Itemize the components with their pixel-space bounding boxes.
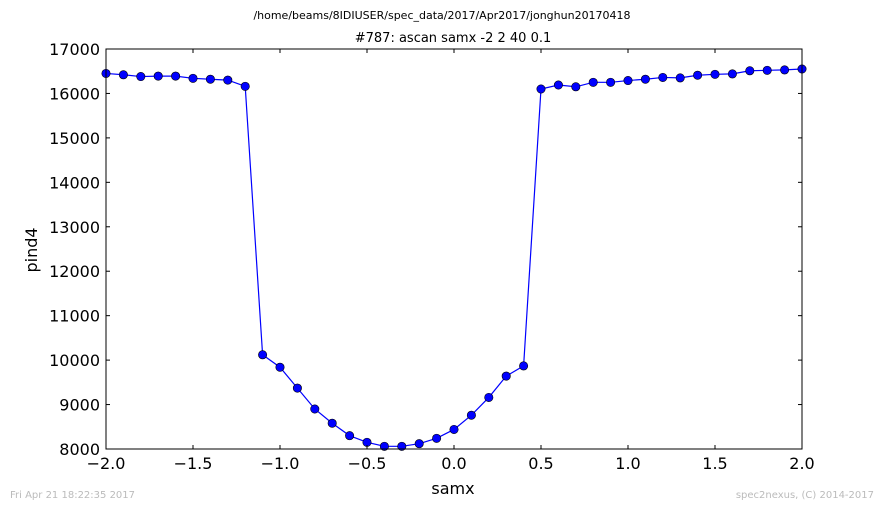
chart-title: #787: ascan samx -2 2 40 0.1 xyxy=(355,31,552,46)
file-path-header: /home/beams/8IDIUSER/spec_data/2017/Apr2… xyxy=(253,9,630,22)
data-point xyxy=(205,74,215,84)
data-point xyxy=(223,75,233,85)
x-tick-label: 0.5 xyxy=(528,454,553,473)
x-tick-label: −1.5 xyxy=(174,454,213,473)
y-tick-label: 8000 xyxy=(59,440,100,459)
data-point xyxy=(292,383,302,393)
y-axis-label: pind4 xyxy=(22,227,41,272)
y-tick-label: 10000 xyxy=(49,351,100,370)
data-point xyxy=(606,77,616,87)
footer-credit: spec2nexus, (C) 2014-2017 xyxy=(736,490,874,501)
data-point xyxy=(675,73,685,83)
data-point xyxy=(432,433,442,443)
data-point xyxy=(449,424,459,434)
data-point xyxy=(153,71,163,81)
y-tick-label: 15000 xyxy=(49,129,100,148)
x-tick-label: 1.5 xyxy=(702,454,727,473)
data-point xyxy=(536,84,546,94)
x-axis-label: samx xyxy=(431,479,474,498)
data-point xyxy=(762,65,772,75)
y-tick-label: 11000 xyxy=(49,307,100,326)
data-point xyxy=(327,418,337,428)
data-point xyxy=(727,69,737,79)
y-tick-label: 17000 xyxy=(49,40,100,59)
data-point xyxy=(466,410,476,420)
axes-layer xyxy=(105,48,803,450)
data-point xyxy=(745,66,755,76)
data-point xyxy=(397,441,407,451)
data-point xyxy=(484,392,494,402)
y-tick-label: 12000 xyxy=(49,262,100,281)
data-point xyxy=(693,70,703,80)
data-point xyxy=(658,72,668,82)
x-tick-label: 0.0 xyxy=(441,454,466,473)
series-line xyxy=(105,68,803,447)
data-point xyxy=(136,72,146,82)
y-tick-label: 14000 xyxy=(49,173,100,192)
x-tick-label: −0.5 xyxy=(348,454,387,473)
data-point xyxy=(379,441,389,451)
data-point xyxy=(240,81,250,91)
data-point xyxy=(501,371,511,381)
data-point xyxy=(310,404,320,414)
x-tick-label: −1.0 xyxy=(261,454,300,473)
x-tick-label: 1.0 xyxy=(615,454,640,473)
data-point xyxy=(588,77,598,87)
data-point xyxy=(553,80,563,90)
data-point xyxy=(623,76,633,86)
data-point xyxy=(710,69,720,79)
plot-frame xyxy=(105,48,803,450)
x-tick-label: −2.0 xyxy=(87,454,126,473)
data-point xyxy=(414,439,424,449)
data-point xyxy=(571,82,581,92)
data-point xyxy=(640,74,650,84)
data-point xyxy=(275,362,285,372)
data-point xyxy=(345,431,355,441)
data-point xyxy=(780,65,790,75)
ticks-layer: −2.0 −1.5 −1.0 −0.5 0.0 0.5 1.0 1.5 2.0 8000 9000 1… xyxy=(49,40,815,473)
data-point xyxy=(519,361,529,371)
data-point xyxy=(258,350,268,360)
y-tick-label: 13000 xyxy=(49,218,100,237)
y-tick-label: 9000 xyxy=(59,396,100,415)
series-layer xyxy=(101,64,807,451)
x-tick-label: 2.0 xyxy=(789,454,814,473)
data-point xyxy=(188,73,198,83)
footer-timestamp: Fri Apr 21 18:22:35 2017 xyxy=(10,490,135,501)
data-point xyxy=(171,71,181,81)
y-tick-label: 16000 xyxy=(49,84,100,103)
data-point xyxy=(118,70,128,80)
